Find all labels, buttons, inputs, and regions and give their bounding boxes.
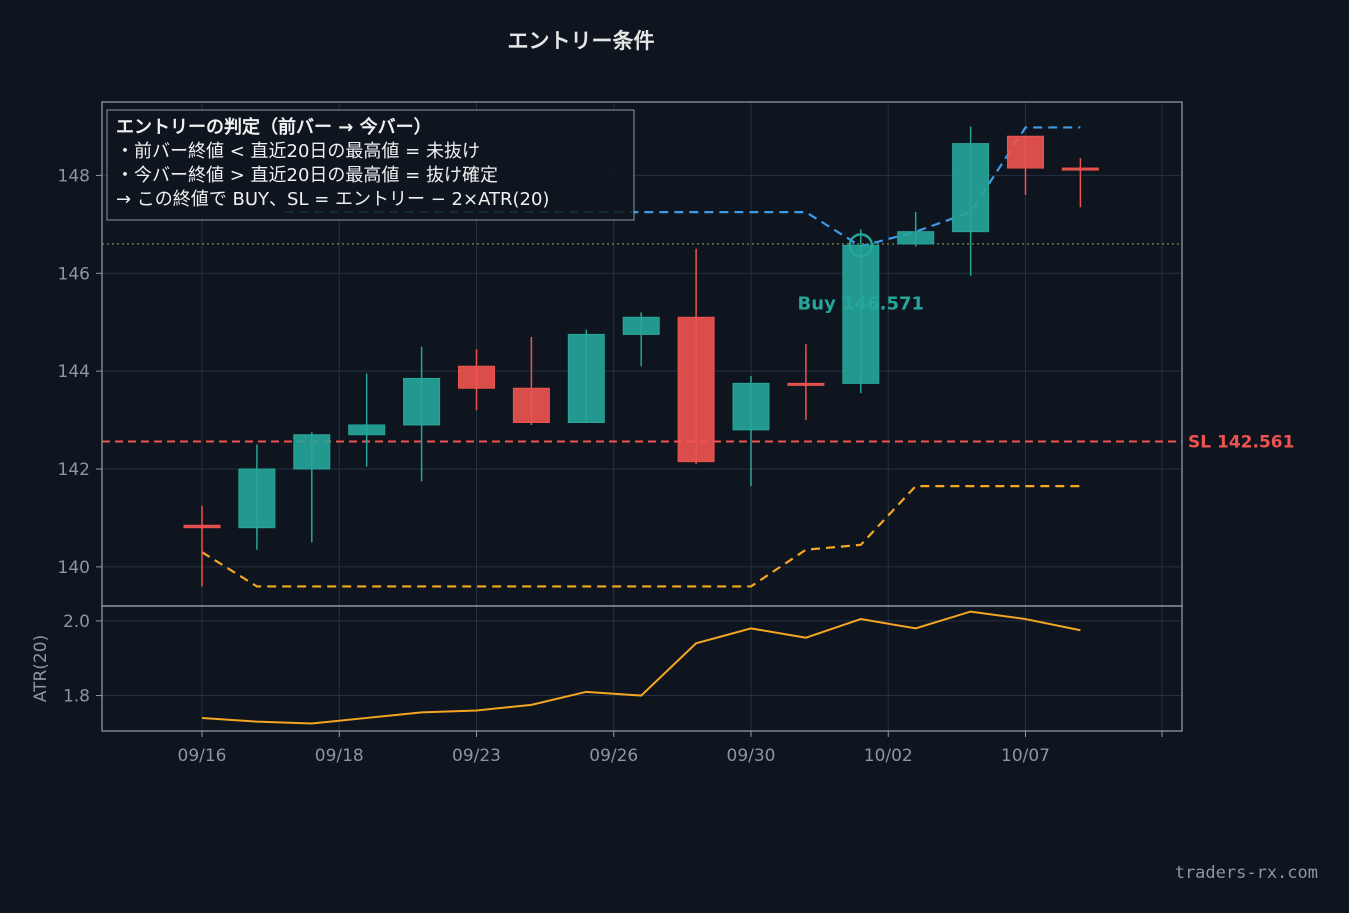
candle-body [952,143,990,233]
x-tick-label: 10/02 [864,746,913,766]
buy-marker [848,233,874,258]
price-y-tick-label: 140 [58,558,90,578]
legend-box: エントリーの判定（前バー → 今バー） ・前バー終値 < 直近20日の最高値 =… [106,109,635,221]
candle-body [622,316,660,335]
legend-line-breakout: ・今バー終値 > 直近20日の最高値 = 抜け確定 [116,165,498,186]
x-tick-label: 09/23 [452,746,501,766]
atr-y-axis-label: ATR(20) [31,635,51,702]
candle-body [293,434,331,470]
price-y-tick-label: 142 [58,460,90,480]
upper-band-line [284,126,1081,248]
candle-body [512,387,550,424]
lower-band-line [201,485,1081,588]
x-tick-label: 09/30 [727,746,776,766]
candle-body [1007,135,1044,169]
candle-body [403,377,441,426]
atr-y-tick-label: 1.8 [63,687,90,707]
candle-body [567,333,605,424]
candle-body [238,468,276,529]
x-tick-label: 09/26 [589,746,638,766]
stop-loss-label: SL 142.561 [1188,433,1294,453]
x-tick-label: 09/16 [178,746,227,766]
buy-label: Buy 146.571 [798,293,925,314]
legend-line-buy-rule: → この終値で BUY、SL = エントリー − 2×ATR(20) [116,189,549,210]
legend-line-title: エントリーの判定（前バー → 今バー） [116,116,432,138]
price-y-tick-label: 144 [58,362,90,382]
legend-frame [106,109,635,221]
candle-body [842,244,880,384]
candle-body [897,231,935,245]
price-panel: SL 142.561 Buy 146.571 [102,126,1294,588]
x-tick-label: 10/07 [1001,746,1050,766]
price-y-tick-label: 146 [58,264,90,284]
chart-title: エントリー条件 [508,29,655,53]
candle-body [183,524,221,529]
atr-y-tick-label: 2.0 [63,612,90,632]
x-tick-label: 09/18 [315,746,364,766]
watermark: traders-rx.com [1175,863,1318,883]
candle-body [1061,167,1099,171]
candle-body [787,382,825,386]
candle-body [458,365,495,389]
price-y-tick-label: 148 [58,166,90,186]
candle-body [348,424,386,436]
candle-body [677,316,715,463]
legend-line-not-broken: ・前バー終値 < 直近20日の最高値 = 未抜け [116,141,480,162]
atr-panel-frame [101,605,1183,732]
candle-body [732,382,770,431]
axis-layer: 140 142 144 146 148 1.8 2.0 ATR(20) 09/16 09/18 09… [31,101,1183,766]
atr-line [201,610,1081,725]
atr-panel [201,610,1081,725]
